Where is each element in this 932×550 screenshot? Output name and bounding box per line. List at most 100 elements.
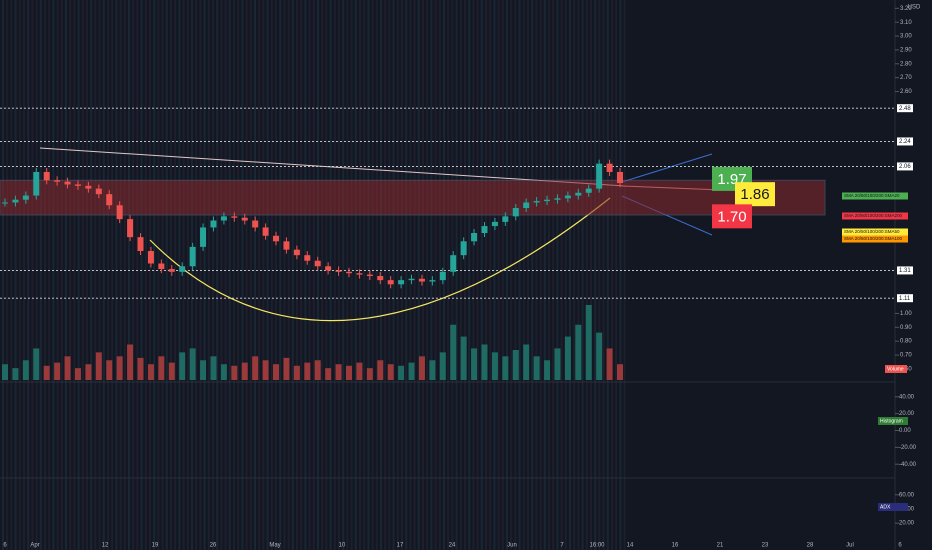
stripe (102, 0, 105, 550)
stripe (590, 0, 592, 550)
stripe (186, 0, 189, 550)
stripe (304, 0, 307, 550)
stripe (149, 0, 151, 550)
sma-label: SMA 20/50/100/200:SMA200 (844, 213, 903, 218)
level-badge (897, 266, 913, 275)
candle-body (564, 195, 571, 199)
stripe (115, 0, 118, 550)
target-label: 1.86 (740, 186, 769, 203)
trend-line (39, 147, 626, 187)
stripe (249, 0, 252, 550)
stripe (119, 0, 122, 550)
stripe (606, 0, 609, 550)
stripe (258, 0, 261, 550)
candle-body (210, 220, 217, 228)
x-tick-label: 26 (210, 543, 217, 549)
volume-bar (283, 357, 290, 380)
volume-bar (12, 368, 19, 380)
x-tick-label: 28 (807, 543, 814, 549)
stripe (283, 0, 286, 550)
volume-bar (502, 356, 509, 380)
stripe (6, 0, 9, 550)
candle-body (398, 280, 405, 285)
stripe (161, 0, 164, 550)
stripe (233, 0, 235, 550)
volume-bar (356, 362, 363, 380)
candle-body (366, 274, 373, 276)
volume-bar (220, 364, 227, 380)
stripe (510, 0, 513, 550)
volume-bar (200, 360, 207, 380)
stripe (165, 0, 168, 550)
stripe (195, 0, 198, 550)
candle-body (43, 171, 50, 181)
y-tick-label: 2.60 (900, 89, 912, 95)
candle-body (533, 201, 540, 203)
volume-bar (398, 365, 405, 380)
stripe (527, 0, 529, 550)
stripe (212, 0, 214, 550)
stripe (468, 0, 471, 550)
volume-bar (241, 362, 248, 380)
stripe (132, 0, 135, 550)
volume-bar (304, 362, 311, 380)
candle-body (127, 219, 134, 238)
volume-bar (127, 344, 134, 380)
candle-body (481, 226, 488, 233)
stripe (623, 0, 626, 550)
volume-bar (439, 352, 446, 380)
candle-body (262, 227, 269, 236)
volume-bar (85, 364, 92, 380)
volume-bar (74, 368, 81, 380)
cup-curve (149, 197, 611, 322)
stripe (346, 0, 349, 550)
stripe (254, 0, 256, 550)
volume-bar (158, 356, 165, 380)
candle-body (491, 221, 498, 227)
candle-body (304, 255, 311, 261)
stripe (228, 0, 231, 550)
candle-body (33, 171, 40, 196)
stripe (329, 0, 332, 550)
volume-bar (335, 364, 342, 380)
volume-bar (168, 362, 175, 380)
y-tick-label: 2.70 (900, 75, 912, 81)
candle-body (158, 263, 165, 270)
volume-bar (575, 324, 582, 380)
stripe (291, 0, 294, 550)
volume-label: Volume (887, 366, 904, 372)
stripe (69, 0, 72, 550)
target-box (712, 204, 752, 229)
candle-body (585, 188, 592, 193)
volume-bar (293, 365, 300, 380)
candle-body (179, 266, 186, 272)
stripe (405, 0, 408, 550)
candle-body (95, 188, 102, 195)
stripe (279, 0, 282, 550)
stripe (136, 0, 139, 550)
candle-body (356, 273, 363, 275)
stripe (157, 0, 160, 550)
stripe (434, 0, 437, 550)
stripe (199, 0, 202, 550)
candle-body (596, 163, 603, 189)
stripe (350, 0, 353, 550)
resistance-zone (0, 179, 826, 216)
candle-body (408, 278, 415, 281)
panel-tick-label: 40.00 (899, 394, 915, 400)
volume-bar (408, 362, 415, 380)
x-tick-label: 10 (339, 543, 346, 549)
x-tick-label: 24 (449, 543, 456, 549)
candle-body (273, 235, 280, 242)
y-tick-label: 3.10 (900, 20, 912, 26)
stripe (287, 0, 290, 550)
volume-bar (585, 305, 592, 380)
stripe (321, 0, 324, 550)
candle-body (314, 260, 321, 267)
stripe (363, 0, 366, 550)
stripe (426, 0, 429, 550)
panel-tick-label: 0.00 (899, 428, 911, 434)
candle-body (325, 266, 332, 271)
stripe (60, 0, 63, 550)
